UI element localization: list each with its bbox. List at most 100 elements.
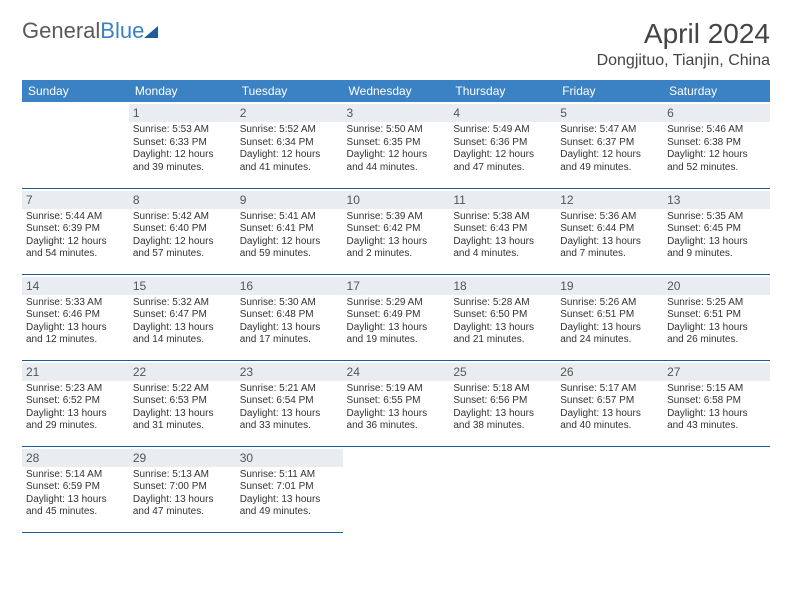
calendar-cell bbox=[663, 446, 770, 532]
calendar-cell: 17 Sunrise: 5:29 AMSunset: 6:49 PMDayligh… bbox=[343, 274, 450, 360]
calendar-cell: 29 Sunrise: 5:13 AMSunset: 7:00 PMDayligh… bbox=[129, 446, 236, 532]
day-number: 30 bbox=[236, 449, 343, 467]
day-number: 22 bbox=[129, 363, 236, 381]
calendar-cell: 5 Sunrise: 5:47 AMSunset: 6:37 PMDaylight… bbox=[556, 102, 663, 188]
calendar-body: 1 Sunrise: 5:53 AMSunset: 6:33 PMDaylight… bbox=[22, 102, 770, 532]
day-number: 14 bbox=[22, 277, 129, 295]
day-number: 27 bbox=[663, 363, 770, 381]
calendar-cell: 23Sunrise: 5:21 AMSunset: 6:54 PMDayligh… bbox=[236, 360, 343, 446]
day-details: Sunrise: 5:21 AMSunset: 6:54 PMDaylight:… bbox=[240, 383, 339, 433]
month-title: April 2024 bbox=[597, 18, 770, 50]
calendar-cell: 8Sunrise: 5:42 AMSunset: 6:40 PMDaylight… bbox=[129, 188, 236, 274]
day-details: Sunrise: 5:47 AMSunset: 6:37 PMDaylight:… bbox=[560, 124, 659, 174]
day-details: Sunrise: 5:52 AMSunset: 6:34 PMDaylight:… bbox=[240, 124, 339, 174]
day-details: Sunrise: 5:19 AMSunset: 6:55 PMDaylight:… bbox=[347, 383, 446, 433]
day-details: Sunrise: 5:41 AMSunset: 6:41 PMDaylight:… bbox=[240, 211, 339, 261]
weekday-header: Thursday bbox=[449, 80, 556, 102]
calendar-cell: 19Sunrise: 5:26 AMSunset: 6:51 PMDayligh… bbox=[556, 274, 663, 360]
weekday-header: Saturday bbox=[663, 80, 770, 102]
calendar-row: 1 Sunrise: 5:53 AMSunset: 6:33 PMDaylight… bbox=[22, 102, 770, 188]
day-number: 9 bbox=[236, 191, 343, 209]
day-details: Sunrise: 5:22 AMSunset: 6:53 PMDaylight:… bbox=[133, 383, 232, 433]
day-details: Sunrise: 5:30 AMSunset: 6:48 PMDaylight:… bbox=[240, 297, 339, 347]
day-details: Sunrise: 5:35 AMSunset: 6:45 PMDaylight:… bbox=[667, 211, 766, 261]
weekday-header: Wednesday bbox=[343, 80, 450, 102]
weekday-header: Tuesday bbox=[236, 80, 343, 102]
calendar-cell: 12Sunrise: 5:36 AMSunset: 6:44 PMDayligh… bbox=[556, 188, 663, 274]
day-number: 3 bbox=[343, 104, 450, 122]
day-details: Sunrise: 5:11 AMSunset: 7:01 PMDaylight:… bbox=[240, 469, 339, 519]
brand-part2: Blue bbox=[100, 18, 144, 43]
calendar-cell: 30 Sunrise: 5:11 AMSunset: 7:01 PMDayligh… bbox=[236, 446, 343, 532]
day-details: Sunrise: 5:32 AMSunset: 6:47 PMDaylight:… bbox=[133, 297, 232, 347]
day-number: 11 bbox=[449, 191, 556, 209]
brand-triangle-icon bbox=[144, 26, 158, 38]
day-number: 29 bbox=[129, 449, 236, 467]
calendar-cell: 20 Sunrise: 5:25 AMSunset: 6:51 PMDayligh… bbox=[663, 274, 770, 360]
day-number: 1 bbox=[129, 104, 236, 122]
day-details: Sunrise: 5:42 AMSunset: 6:40 PMDaylight:… bbox=[133, 211, 232, 261]
day-details: Sunrise: 5:46 AMSunset: 6:38 PMDaylight:… bbox=[667, 124, 766, 174]
calendar-cell: 18 Sunrise: 5:28 AMSunset: 6:50 PMDayligh… bbox=[449, 274, 556, 360]
weekday-header: Monday bbox=[129, 80, 236, 102]
day-details: Sunrise: 5:15 AMSunset: 6:58 PMDaylight:… bbox=[667, 383, 766, 433]
day-number: 10 bbox=[343, 191, 450, 209]
day-details: Sunrise: 5:28 AMSunset: 6:50 PMDaylight:… bbox=[453, 297, 552, 347]
day-details: Sunrise: 5:29 AMSunset: 6:49 PMDaylight:… bbox=[347, 297, 446, 347]
day-details: Sunrise: 5:38 AMSunset: 6:43 PMDaylight:… bbox=[453, 211, 552, 261]
calendar-cell: 4 Sunrise: 5:49 AMSunset: 6:36 PMDaylight… bbox=[449, 102, 556, 188]
calendar-cell: 27 Sunrise: 5:15 AMSunset: 6:58 PMDayligh… bbox=[663, 360, 770, 446]
day-details: Sunrise: 5:50 AMSunset: 6:35 PMDaylight:… bbox=[347, 124, 446, 174]
calendar-row: 14Sunrise: 5:33 AMSunset: 6:46 PMDayligh… bbox=[22, 274, 770, 360]
calendar-cell: 7Sunrise: 5:44 AMSunset: 6:39 PMDaylight… bbox=[22, 188, 129, 274]
brand-text: GeneralBlue bbox=[22, 18, 144, 44]
brand-logo: GeneralBlue bbox=[22, 18, 158, 44]
day-number: 12 bbox=[556, 191, 663, 209]
calendar-cell: 28 Sunrise: 5:14 AMSunset: 6:59 PMDayligh… bbox=[22, 446, 129, 532]
calendar-cell: 13 Sunrise: 5:35 AMSunset: 6:45 PMDayligh… bbox=[663, 188, 770, 274]
day-details: Sunrise: 5:17 AMSunset: 6:57 PMDaylight:… bbox=[560, 383, 659, 433]
day-details: Sunrise: 5:23 AMSunset: 6:52 PMDaylight:… bbox=[26, 383, 125, 433]
day-details: Sunrise: 5:25 AMSunset: 6:51 PMDaylight:… bbox=[667, 297, 766, 347]
day-details: Sunrise: 5:53 AMSunset: 6:33 PMDaylight:… bbox=[133, 124, 232, 174]
day-number: 19 bbox=[556, 277, 663, 295]
calendar-table: SundayMondayTuesdayWednesdayThursdayFrid… bbox=[22, 80, 770, 533]
calendar-row: 7Sunrise: 5:44 AMSunset: 6:39 PMDaylight… bbox=[22, 188, 770, 274]
calendar-cell: 22 Sunrise: 5:22 AMSunset: 6:53 PMDayligh… bbox=[129, 360, 236, 446]
calendar-cell: 9 Sunrise: 5:41 AMSunset: 6:41 PMDaylight… bbox=[236, 188, 343, 274]
day-details: Sunrise: 5:18 AMSunset: 6:56 PMDaylight:… bbox=[453, 383, 552, 433]
calendar-row: 21 Sunrise: 5:23 AMSunset: 6:52 PMDayligh… bbox=[22, 360, 770, 446]
calendar-header-row: SundayMondayTuesdayWednesdayThursdayFrid… bbox=[22, 80, 770, 102]
day-details: Sunrise: 5:49 AMSunset: 6:36 PMDaylight:… bbox=[453, 124, 552, 174]
calendar-cell: 16 Sunrise: 5:30 AMSunset: 6:48 PMDayligh… bbox=[236, 274, 343, 360]
calendar-cell: 10 Sunrise: 5:39 AMSunset: 6:42 PMDayligh… bbox=[343, 188, 450, 274]
day-number: 18 bbox=[449, 277, 556, 295]
day-number: 21 bbox=[22, 363, 129, 381]
day-number: 16 bbox=[236, 277, 343, 295]
calendar-cell bbox=[22, 102, 129, 188]
day-number: 20 bbox=[663, 277, 770, 295]
day-number: 5 bbox=[556, 104, 663, 122]
calendar-cell: 2 Sunrise: 5:52 AMSunset: 6:34 PMDaylight… bbox=[236, 102, 343, 188]
day-number: 2 bbox=[236, 104, 343, 122]
weekday-header: Sunday bbox=[22, 80, 129, 102]
day-details: Sunrise: 5:39 AMSunset: 6:42 PMDaylight:… bbox=[347, 211, 446, 261]
location-text: Dongjituo, Tianjin, China bbox=[597, 52, 770, 70]
day-number: 28 bbox=[22, 449, 129, 467]
weekday-header: Friday bbox=[556, 80, 663, 102]
day-number: 25 bbox=[449, 363, 556, 381]
day-number: 6 bbox=[663, 104, 770, 122]
calendar-cell: 11 Sunrise: 5:38 AMSunset: 6:43 PMDayligh… bbox=[449, 188, 556, 274]
calendar-cell bbox=[449, 446, 556, 532]
day-details: Sunrise: 5:13 AMSunset: 7:00 PMDaylight:… bbox=[133, 469, 232, 519]
calendar-cell: 3 Sunrise: 5:50 AMSunset: 6:35 PMDaylight… bbox=[343, 102, 450, 188]
day-number: 17 bbox=[343, 277, 450, 295]
calendar-cell: 26Sunrise: 5:17 AMSunset: 6:57 PMDayligh… bbox=[556, 360, 663, 446]
day-number: 15 bbox=[129, 277, 236, 295]
day-number: 4 bbox=[449, 104, 556, 122]
calendar-cell: 15 Sunrise: 5:32 AMSunset: 6:47 PMDayligh… bbox=[129, 274, 236, 360]
day-details: Sunrise: 5:44 AMSunset: 6:39 PMDaylight:… bbox=[26, 211, 125, 261]
day-number: 13 bbox=[663, 191, 770, 209]
day-number: 24 bbox=[343, 363, 450, 381]
day-details: Sunrise: 5:14 AMSunset: 6:59 PMDaylight:… bbox=[26, 469, 125, 519]
